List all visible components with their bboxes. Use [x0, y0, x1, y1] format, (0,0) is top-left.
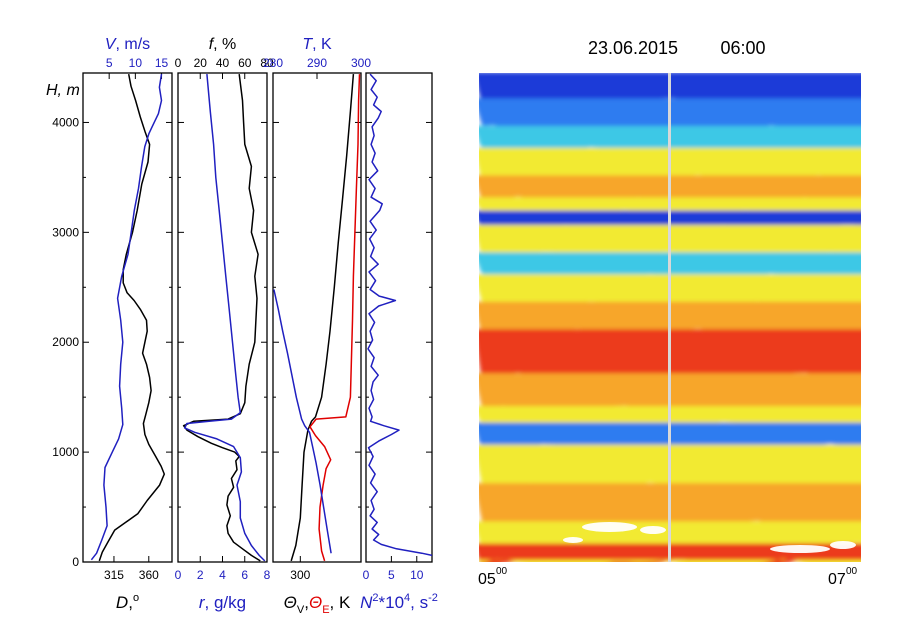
time-start-hour: 05 — [478, 571, 496, 588]
plot-frame — [82, 72, 173, 563]
top-tick-label: 290 — [307, 56, 327, 70]
top-tick-label: 60 — [238, 56, 252, 70]
x-tick-label: 0 — [175, 568, 182, 582]
top-axis-title: f, % — [209, 36, 237, 53]
panel-humidity-mixing-ratio: 0 2 4 6 80 20 40 60 80f, %r, g/kg — [175, 36, 274, 612]
echogram-reflection-spot — [770, 545, 830, 553]
top-tick-label: 20 — [194, 56, 208, 70]
bottom-axis-title: N2*104, s-2 — [360, 592, 438, 612]
x-tick-label: 360 — [139, 568, 159, 582]
top-tick-label: 5 — [106, 56, 113, 70]
date-label: 23.06.2015 — [588, 38, 678, 58]
x-tick-label: 10 — [410, 568, 424, 582]
x-tick-label: 2 — [197, 568, 204, 582]
series-V-line — [90, 73, 163, 561]
bottom-axis-title: ΘV,ΘE, K — [284, 593, 351, 616]
y-tick-label: 2000 — [52, 335, 79, 349]
bottom-axis-title: r, g/kg — [199, 593, 246, 612]
x-tick-label: 300 — [290, 568, 310, 582]
bottom-axis-title: D,o — [116, 592, 139, 612]
series-r-line — [183, 74, 266, 562]
top-tick-label: 80 — [260, 56, 274, 70]
top-tick-label: 280 — [263, 56, 283, 70]
x-tick-label: 5 — [388, 568, 395, 582]
panel-temperature: 300 280 290 300 T, K ΘV,ΘE, K — [263, 36, 371, 616]
y-tick-label: 0 — [72, 555, 79, 569]
x-tick-label: 315 — [104, 568, 124, 582]
time-start-minutes: 00 — [496, 566, 508, 577]
echogram-reflection-spot — [830, 541, 856, 549]
x-tick-label: 0 — [363, 568, 370, 582]
time-end-hour: 07 — [828, 571, 846, 588]
top-tick-label: 300 — [351, 56, 371, 70]
time-label: 06:00 — [720, 38, 765, 58]
top-tick-label: 0 — [175, 56, 182, 70]
panel-direction-speed: 0 1000 2000 3000 4000 315 360 5 10 15 V, m/s D,o — [52, 36, 173, 612]
x-tick-label: 8 — [264, 568, 271, 582]
y-tick-label: 4000 — [52, 115, 79, 129]
top-tick-label: 15 — [155, 56, 169, 70]
sodar-divider-line — [668, 73, 671, 562]
top-axis-title: T, K — [302, 36, 332, 53]
top-tick-label: 40 — [216, 56, 230, 70]
series-f-line — [182, 74, 261, 562]
sodar-echogram — [479, 73, 861, 562]
echogram-reflection-spot — [640, 526, 666, 534]
echogram-reflection-spot — [582, 522, 637, 532]
panel-brunt-vaisala: 0 5 10 N2*104, s-2 — [360, 72, 438, 612]
top-tick-label: 10 — [129, 56, 143, 70]
echogram-reflection-spot — [563, 537, 583, 543]
height-axis-label: H, m — [46, 82, 80, 99]
top-axis-title: V, m/s — [105, 36, 150, 53]
plot-frame — [365, 72, 433, 563]
y-tick-label: 3000 — [52, 225, 79, 239]
series-V-line — [290, 74, 355, 562]
series-N2-line — [367, 73, 433, 557]
plot-frame — [177, 72, 268, 563]
series-E-line — [309, 74, 361, 562]
y-tick-label: 1000 — [52, 445, 79, 459]
time-end-minutes: 00 — [846, 566, 858, 577]
x-tick-label: 4 — [219, 568, 226, 582]
x-tick-label: 6 — [241, 568, 248, 582]
series-T-line — [273, 289, 332, 554]
series-D-line — [98, 73, 166, 562]
